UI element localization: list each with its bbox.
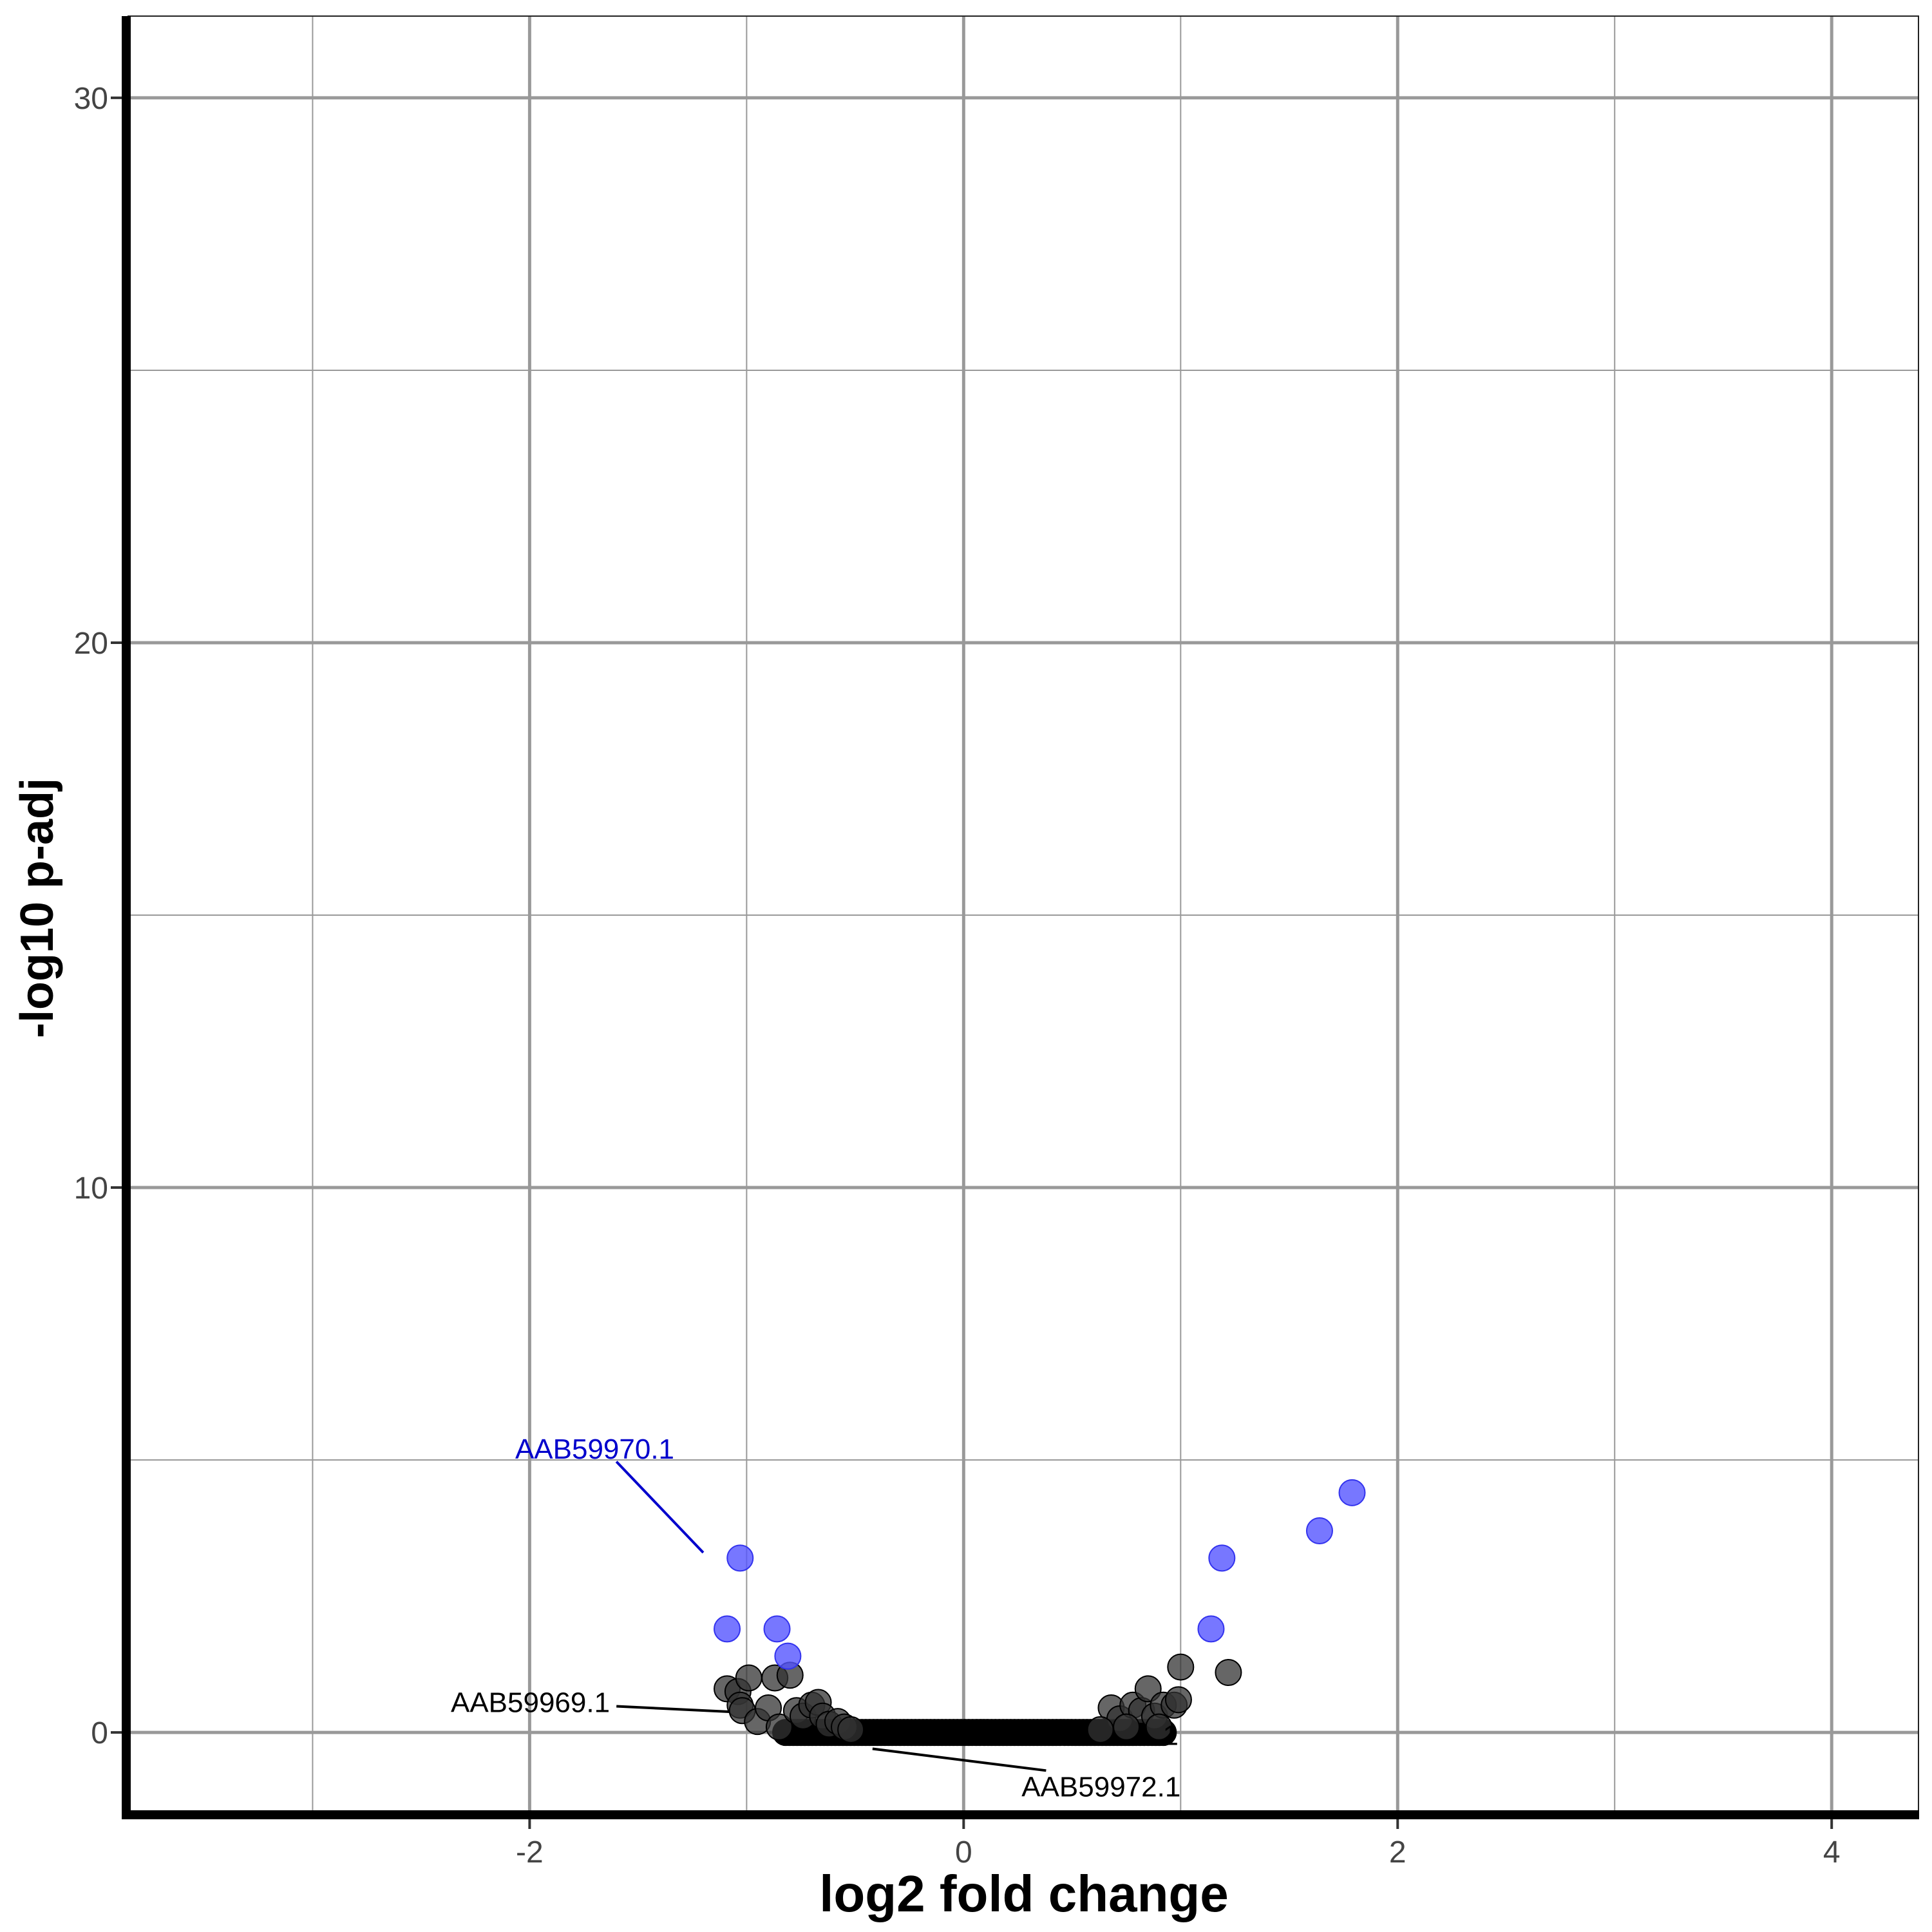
annotation-label: AAB59972.1 — [1021, 1772, 1180, 1803]
y-tick-label: 30 — [74, 82, 108, 116]
non-significant-point — [1215, 1659, 1242, 1687]
annotation-leader-line — [615, 1461, 705, 1554]
non-significant-point — [1086, 1716, 1114, 1743]
x-axis-ticks: -2 0 2 4 — [516, 1819, 1841, 1870]
annotation-leader-lines — [615, 1461, 1046, 1772]
significant-point — [714, 1615, 741, 1643]
significant-point — [726, 1544, 754, 1572]
y-axis-ticks: 0 10 20 30 — [74, 82, 122, 1750]
major-grid-lines — [128, 16, 1918, 1814]
significant-point — [1338, 1479, 1366, 1506]
annotation-label: .1 — [1155, 1719, 1179, 1751]
significant-point — [1208, 1544, 1236, 1572]
significant-point — [1305, 1517, 1333, 1545]
non-significant-point — [1167, 1653, 1195, 1681]
annotation-leader-line — [872, 1747, 1046, 1772]
x-tick-label: 2 — [1389, 1835, 1406, 1870]
significant-point — [1197, 1615, 1225, 1643]
annotation-label: AAB59970.1 — [515, 1434, 674, 1465]
x-axis-title: log2 fold change — [819, 1865, 1229, 1922]
annotation-labels: AAB59970.1 AAB59969.1 AAB59972.1 .1 — [451, 1434, 1180, 1803]
x-tick-label: 4 — [1823, 1835, 1841, 1870]
x-tick-label: 0 — [955, 1835, 972, 1870]
y-axis-title: -log10 p-adj — [12, 778, 63, 1038]
non-significant-point — [765, 1713, 793, 1741]
non-significant-point — [1164, 1686, 1192, 1714]
annotation-label: AAB59969.1 — [451, 1687, 610, 1719]
non-significant-point — [837, 1716, 865, 1743]
annotation-leader-line — [616, 1705, 730, 1713]
non-significant-point — [1145, 1713, 1173, 1741]
significant-points — [714, 1479, 1366, 1670]
significant-point — [774, 1642, 802, 1670]
significant-point — [763, 1615, 791, 1643]
non-significant-points — [714, 1653, 1242, 1747]
y-tick-label: 20 — [74, 627, 108, 661]
y-tick-label: 0 — [91, 1716, 108, 1750]
non-significant-point — [735, 1664, 762, 1692]
non-significant-point — [1113, 1713, 1141, 1741]
minor-grid-lines — [128, 16, 1918, 1814]
y-tick-label: 10 — [74, 1171, 108, 1206]
x-tick-label: -2 — [516, 1835, 544, 1870]
